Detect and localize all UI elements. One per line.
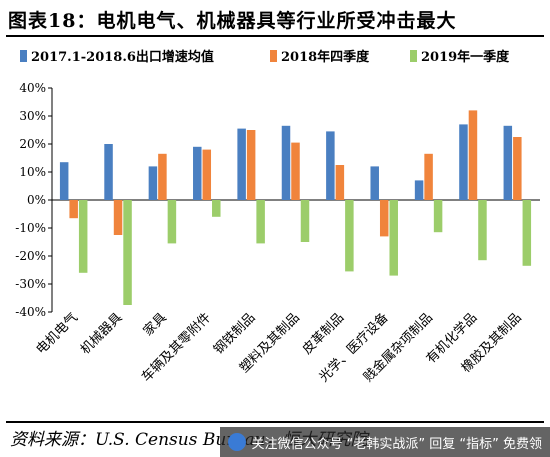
bar-series2 (158, 153, 167, 200)
y-tick-label: 40% (19, 81, 46, 95)
legend-label-series3: 2019年一季度 (421, 50, 510, 65)
bar-series2 (291, 142, 300, 200)
bar-series1 (193, 146, 202, 200)
bar-series2 (468, 110, 478, 200)
bar-series1 (459, 124, 468, 200)
bar-series3 (345, 200, 354, 272)
legend-swatch-series3 (410, 49, 417, 62)
legend-swatch-series2 (270, 49, 277, 62)
legend-item-series1: 2017.1-2018.6出口增速均值 (20, 46, 214, 65)
bar-series2 (379, 200, 389, 237)
y-tick-label: 10% (19, 165, 46, 179)
chart-title: 图表18：电机电气、机械器具等行业所受冲击最大 (8, 10, 457, 32)
title-divider (6, 35, 544, 37)
bar-series2 (246, 130, 256, 200)
bar-series2 (69, 200, 78, 219)
bar-series3 (389, 200, 398, 276)
bar-series1 (104, 144, 113, 200)
legend-swatch-series1 (20, 49, 27, 62)
y-tick-label: 30% (19, 109, 46, 123)
y-tick-label: -20% (15, 249, 46, 263)
bar-series3 (212, 200, 221, 217)
bar-series3 (478, 200, 487, 261)
bar-series1 (281, 125, 291, 200)
legend-item-series2: 2018年四季度 (270, 46, 369, 65)
bar-series2 (513, 137, 522, 200)
bar-series3 (167, 200, 177, 244)
legend: 2017.1-2018.6出口增速均值 2018年四季度 2019年一季度 (20, 46, 545, 66)
legend-item-series3: 2019年一季度 (410, 46, 509, 65)
bar-series3 (123, 200, 132, 305)
legend-label-series1: 2017.1-2018.6出口增速均值 (31, 50, 214, 65)
x-category-label: 机械器具 (78, 310, 125, 357)
bar-series2 (335, 165, 345, 200)
bar-series2 (424, 153, 433, 200)
watermark-text: 关注微信公众号 “老韩实战派” 回复 “指标” 免费领 (251, 436, 542, 452)
bar-series1 (59, 162, 69, 200)
bar-series3 (433, 200, 443, 233)
bar-series1 (148, 166, 158, 200)
bar-series3 (78, 200, 88, 273)
y-tick-label: -10% (15, 221, 46, 235)
wechat-logo-icon (227, 433, 246, 451)
bar-series1 (326, 131, 335, 200)
bar-series1 (370, 166, 379, 200)
y-tick-label: -40% (15, 305, 46, 319)
bar-series2 (202, 149, 212, 200)
bar-series2 (113, 200, 123, 235)
bar-series1 (414, 180, 424, 200)
watermark-banner: 关注微信公众号 “老韩实战派” 回复 “指标” 免费领 (220, 427, 550, 457)
bar-series1 (503, 125, 513, 200)
bar-series1 (237, 128, 246, 200)
y-tick-label: 0% (27, 193, 46, 207)
x-category-label: 家具 (140, 310, 170, 340)
footer-divider (6, 421, 544, 423)
legend-label-series2: 2018年四季度 (281, 50, 370, 65)
bar-series3 (300, 200, 310, 242)
bar-series3 (522, 200, 532, 266)
y-tick-label: 20% (19, 137, 46, 151)
bar-series3 (256, 200, 265, 244)
y-tick-label: -30% (15, 277, 46, 291)
